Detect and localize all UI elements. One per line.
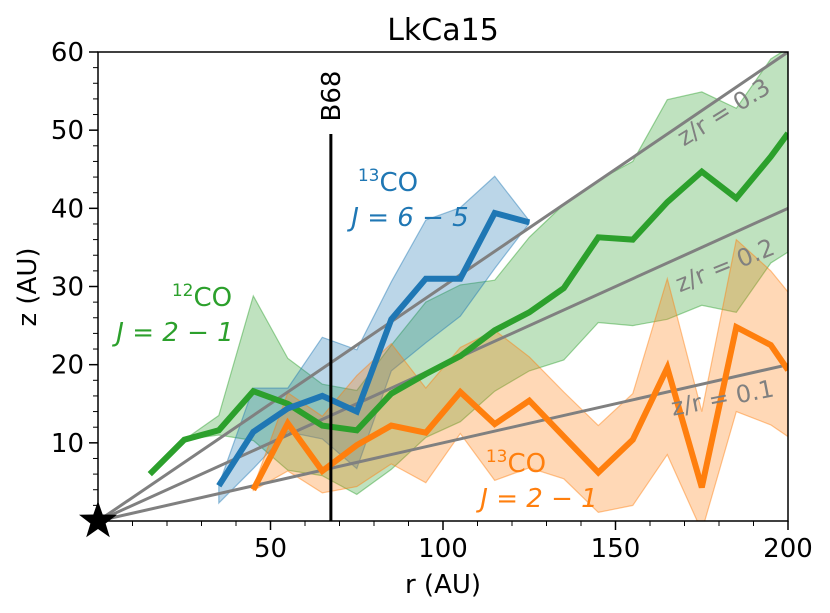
x-tick-label: 150 bbox=[591, 534, 641, 564]
x-tick-label: 50 bbox=[254, 534, 287, 564]
band-co12_21 bbox=[183, 52, 788, 496]
y-tick-label: 30 bbox=[51, 273, 84, 303]
series-line-co13_65 bbox=[216, 209, 531, 488]
co13-65-molecule: CO bbox=[380, 168, 419, 198]
x-axis-label: r (AU) bbox=[405, 570, 481, 600]
series-label-co12-21-transition: J = 2 − 1 bbox=[111, 318, 233, 348]
co13-21-molecule: CO bbox=[508, 449, 547, 479]
y-tick-label: 10 bbox=[51, 429, 84, 459]
ratio-line-0.3 bbox=[98, 52, 788, 521]
y-tick-label: 20 bbox=[51, 351, 84, 381]
y-tick-label: 50 bbox=[51, 116, 84, 146]
series-label-co13-21-transition: J = 2 − 1 bbox=[475, 484, 597, 514]
series-label-co13-65-transition: J = 6 − 5 bbox=[346, 203, 468, 233]
x-tick-label: 200 bbox=[763, 534, 813, 564]
series-label-co13-21-molecule: 13CO bbox=[486, 447, 546, 479]
series-line-co12_21 bbox=[147, 131, 788, 477]
chart-title: LkCa15 bbox=[387, 13, 499, 48]
co13-65-superscript: 13 bbox=[358, 166, 380, 186]
co12-molecule: CO bbox=[194, 283, 233, 313]
co12-superscript: 12 bbox=[172, 281, 194, 301]
series-label-co13-65-molecule: 13CO bbox=[358, 166, 418, 198]
b68-label: B68 bbox=[317, 71, 347, 122]
x-tick-label: 100 bbox=[418, 534, 468, 564]
y-tick-label: 40 bbox=[51, 194, 84, 224]
y-axis-label: z (AU) bbox=[13, 247, 43, 326]
series-label-co12-21-molecule: 12CO bbox=[172, 281, 232, 313]
series-line-co13_21 bbox=[250, 322, 788, 492]
y-tick-label: 60 bbox=[51, 38, 84, 68]
co13-21-superscript: 13 bbox=[486, 447, 508, 467]
